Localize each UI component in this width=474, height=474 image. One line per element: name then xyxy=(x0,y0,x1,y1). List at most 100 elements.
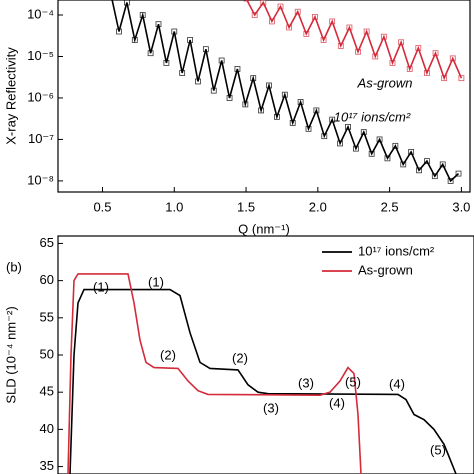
data-point xyxy=(210,87,217,94)
data-point xyxy=(312,14,318,20)
series-line xyxy=(67,273,362,474)
y-tick-label: 60 xyxy=(40,272,54,287)
data-point xyxy=(260,0,267,6)
annotation: (4) xyxy=(389,376,405,391)
data-point xyxy=(124,0,130,6)
x-tick-label: 1.0 xyxy=(165,199,183,214)
x-tick-label: 0.5 xyxy=(93,199,111,214)
data-point xyxy=(155,21,162,28)
data-point xyxy=(321,133,328,140)
x-axis-label: Q (nm⁻¹) xyxy=(238,221,290,236)
data-point xyxy=(337,140,343,147)
y-tick-label: 50 xyxy=(40,346,54,361)
y-tick-label: 10⁻⁷ xyxy=(28,131,54,146)
x-tick-label: 1.5 xyxy=(237,199,255,214)
plot-area xyxy=(111,0,465,184)
y-tick-label: 40 xyxy=(40,421,54,436)
data-point xyxy=(398,39,404,46)
x-tick-label: 3.0 xyxy=(452,199,470,214)
data-point xyxy=(408,149,415,155)
y-tick-label: 10⁻⁶ xyxy=(27,89,54,104)
data-point xyxy=(400,161,407,168)
data-point xyxy=(147,50,154,57)
data-point xyxy=(286,24,293,31)
x-tick-label: 2.0 xyxy=(309,199,327,214)
data-point xyxy=(277,3,284,10)
y-tick-label: 10⁻⁸ xyxy=(27,172,54,187)
annotation: (3) xyxy=(298,375,314,390)
data-point xyxy=(195,78,201,85)
data-point xyxy=(439,161,446,168)
data-point xyxy=(345,124,351,130)
data-point xyxy=(294,8,301,15)
y-tick-label: 65 xyxy=(40,235,54,250)
data-point xyxy=(274,113,280,120)
data-point xyxy=(250,75,257,82)
annotation: 10¹⁷ ions/cm² xyxy=(334,109,411,124)
data-point xyxy=(376,136,383,143)
data-point xyxy=(329,18,336,25)
data-point xyxy=(226,95,233,101)
annotation: (2) xyxy=(232,350,248,365)
data-point xyxy=(320,37,327,43)
data-point xyxy=(346,24,353,31)
data-point xyxy=(187,37,193,43)
data-point xyxy=(139,12,146,18)
data-point xyxy=(449,55,456,62)
data-point xyxy=(281,91,288,98)
data-point xyxy=(368,150,375,157)
data-point xyxy=(380,33,387,40)
legend-label: 10¹⁷ ions/cm² xyxy=(358,243,435,258)
data-point xyxy=(116,28,122,35)
data-point xyxy=(455,170,462,177)
data-point xyxy=(458,75,465,82)
annotation: (5) xyxy=(345,374,361,389)
data-point xyxy=(416,167,422,174)
annotation: (2) xyxy=(160,347,176,362)
y-tick-label: 45 xyxy=(40,384,54,399)
data-point xyxy=(441,75,448,82)
data-point xyxy=(360,129,367,136)
legend-label: As-grown xyxy=(358,262,413,277)
data-point xyxy=(372,53,379,60)
y-tick-label: 10⁻⁵ xyxy=(27,48,54,63)
data-point xyxy=(447,178,454,184)
series-line xyxy=(69,288,457,474)
data-point xyxy=(242,101,249,108)
data-point xyxy=(384,155,391,162)
y-axis-label: X-ray Reflectivity xyxy=(3,47,18,145)
y-tick-label: 10⁻⁴ xyxy=(27,6,54,21)
annotation: (4) xyxy=(329,395,345,410)
plot-frame xyxy=(57,0,471,193)
annotation: As-grown xyxy=(357,75,413,90)
data-point xyxy=(313,107,320,114)
data-point xyxy=(251,12,258,18)
data-point xyxy=(355,48,361,55)
data-point xyxy=(389,60,396,66)
data-point xyxy=(424,158,430,165)
series-line xyxy=(245,0,463,81)
data-point xyxy=(392,142,399,149)
data-point xyxy=(218,57,225,64)
data-point xyxy=(352,145,359,152)
data-point xyxy=(415,45,422,51)
data-point xyxy=(202,46,209,53)
data-point xyxy=(406,66,413,72)
data-point xyxy=(363,28,370,35)
data-point xyxy=(171,28,178,35)
y-axis-label: SLD (10⁻⁴ nm⁻²) xyxy=(3,306,18,403)
data-point xyxy=(266,82,272,89)
data-point xyxy=(303,31,310,37)
plot-area xyxy=(67,273,457,474)
data-point xyxy=(258,107,265,114)
y-tick-label: 55 xyxy=(40,309,54,324)
data-point xyxy=(424,70,430,76)
y-tick-label: 35 xyxy=(40,458,54,473)
panel-label: (b) xyxy=(6,259,22,274)
data-point xyxy=(163,60,170,66)
annotation: (1) xyxy=(93,279,109,294)
annotation: (1) xyxy=(148,274,164,289)
data-point xyxy=(431,173,438,180)
series-line xyxy=(111,0,460,183)
